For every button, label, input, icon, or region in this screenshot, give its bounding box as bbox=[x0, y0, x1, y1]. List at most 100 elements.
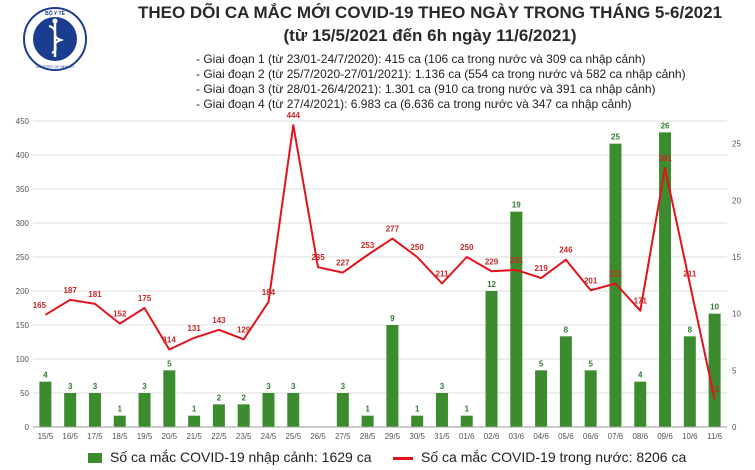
imported-cases-bar bbox=[460, 415, 473, 427]
imported-cases-bar bbox=[659, 132, 672, 428]
line-value-label: 211 bbox=[683, 270, 696, 279]
line-value-label: 152 bbox=[113, 310, 127, 319]
imported-cases-bar bbox=[287, 393, 300, 427]
imported-cases-bar bbox=[634, 381, 647, 427]
imported-cases-bar bbox=[138, 393, 151, 427]
phase-2-summary: - Giai đoạn 2 (từ 25/7/2020-27/01/2021):… bbox=[196, 67, 686, 81]
y-left-tick-label: 450 bbox=[16, 117, 30, 126]
x-tick-label: 11/6 bbox=[707, 432, 723, 441]
imported-cases-bar bbox=[510, 211, 523, 427]
bar-value-label: 1 bbox=[118, 405, 123, 414]
bar-value-label: 1 bbox=[465, 405, 470, 414]
x-tick-label: 30/5 bbox=[409, 432, 425, 441]
svg-text:BỘ Y TẾ: BỘ Y TẾ bbox=[45, 9, 65, 17]
bar-value-label: 3 bbox=[93, 382, 98, 391]
bar-value-label: 3 bbox=[266, 382, 271, 391]
line-value-label: 129 bbox=[237, 325, 251, 334]
line-value-label: 235 bbox=[311, 253, 325, 262]
legend-imported-cases: Số ca mắc COVID-19 nhập cảnh: 1629 ca bbox=[88, 449, 371, 465]
bar-value-label: 4 bbox=[43, 371, 48, 380]
line-value-label: 250 bbox=[460, 243, 474, 252]
line-value-label: 201 bbox=[584, 276, 598, 285]
chart-title: THEO DÕI CA MẮC MỚI COVID-19 THEO NGÀY T… bbox=[137, 3, 723, 22]
imported-cases-bar bbox=[683, 336, 696, 427]
line-value-label: 246 bbox=[559, 246, 573, 255]
imported-cases-bar bbox=[485, 291, 498, 427]
x-tick-label: 28/5 bbox=[360, 432, 376, 441]
x-tick-label: 04/6 bbox=[533, 432, 549, 441]
y-right-tick-label: 20 bbox=[732, 196, 741, 205]
x-tick-label: 31/5 bbox=[434, 432, 450, 441]
imported-cases-bar bbox=[435, 393, 448, 427]
imported-cases-bar bbox=[64, 393, 77, 427]
phase-summary-list: - Giai đoạn 1 (từ 23/01-24/7/2020): 415 … bbox=[196, 52, 686, 112]
x-tick-label: 27/5 bbox=[335, 432, 351, 441]
y-left-tick-label: 400 bbox=[16, 151, 30, 160]
x-tick-label: 22/5 bbox=[211, 432, 227, 441]
line-value-label: 114 bbox=[163, 335, 176, 344]
line-value-label: 381 bbox=[658, 154, 672, 163]
phase-4-summary: - Giai đoạn 4 (từ 27/4/2021): 6.983 ca (… bbox=[196, 97, 632, 111]
bar-value-label: 3 bbox=[142, 382, 147, 391]
imported-cases-bar bbox=[113, 415, 126, 427]
line-value-label: 143 bbox=[212, 316, 226, 325]
y-right-tick-label: 15 bbox=[732, 253, 741, 262]
x-tick-label: 09/6 bbox=[657, 432, 673, 441]
ministry-of-health-logo: BỘ Y TẾ MINISTRY OF HEALTH bbox=[23, 7, 87, 71]
x-tick-label: 20/5 bbox=[162, 432, 178, 441]
x-tick-label: 15/5 bbox=[38, 432, 54, 441]
bar-value-label: 19 bbox=[512, 201, 521, 210]
bar-value-label: 1 bbox=[365, 405, 370, 414]
x-tick-label: 01/6 bbox=[459, 432, 475, 441]
y-left-tick-label: 100 bbox=[16, 355, 30, 364]
line-value-label: 253 bbox=[361, 241, 375, 250]
x-tick-label: 16/5 bbox=[62, 432, 78, 441]
y-left-tick-label: 200 bbox=[16, 287, 30, 296]
line-value-label: 131 bbox=[187, 324, 201, 333]
bar-value-label: 8 bbox=[564, 325, 569, 334]
y-left-tick-label: 150 bbox=[16, 321, 30, 330]
line-value-label: 229 bbox=[485, 257, 499, 266]
x-tick-label: 17/5 bbox=[87, 432, 103, 441]
bar-value-label: 5 bbox=[167, 359, 172, 368]
line-value-label: 444 bbox=[287, 111, 301, 120]
bar-value-label: 4 bbox=[638, 371, 643, 380]
imported-cases-bar bbox=[535, 370, 548, 427]
svg-text:MINISTRY OF HEALTH: MINISTRY OF HEALTH bbox=[36, 65, 74, 69]
y-left-tick-label: 50 bbox=[20, 389, 29, 398]
line-value-label: 184 bbox=[262, 288, 276, 297]
y-right-tick-label: 25 bbox=[732, 140, 741, 149]
x-tick-label: 08/6 bbox=[632, 432, 648, 441]
legend-imported-label: Số ca mắc COVID-19 nhập cảnh: 1629 ca bbox=[110, 449, 372, 465]
bar-value-label: 3 bbox=[341, 382, 346, 391]
imported-cases-bar bbox=[386, 325, 399, 427]
imported-cases-bar bbox=[609, 143, 622, 427]
imported-cases-bar bbox=[559, 336, 572, 427]
y-left-tick-label: 250 bbox=[16, 253, 30, 262]
y-left-tick-label: 350 bbox=[16, 185, 30, 194]
imported-cases-bar bbox=[336, 393, 349, 427]
imported-cases-bar bbox=[237, 404, 250, 427]
bar-value-label: 10 bbox=[710, 303, 719, 312]
x-tick-label: 03/6 bbox=[509, 432, 525, 441]
line-value-label: 231 bbox=[510, 256, 524, 265]
line-value-label: 227 bbox=[336, 259, 350, 268]
y-left-tick-label: 0 bbox=[25, 423, 30, 432]
y-right-tick-label: 10 bbox=[732, 310, 741, 319]
line-value-label: 277 bbox=[386, 225, 400, 234]
x-tick-label: 07/6 bbox=[608, 432, 624, 441]
line-value-label: 181 bbox=[88, 290, 102, 299]
imported-cases-bar bbox=[361, 415, 374, 427]
imported-cases-bar bbox=[212, 404, 225, 427]
phase-1-summary: - Giai đoạn 1 (từ 23/01-24/7/2020): 415 … bbox=[196, 52, 646, 66]
bar-value-label: 3 bbox=[440, 382, 445, 391]
line-value-label: 219 bbox=[534, 264, 548, 273]
imported-cases-bar bbox=[188, 415, 201, 427]
y-right-tick-label: 5 bbox=[732, 366, 737, 375]
x-tick-label: 21/5 bbox=[186, 432, 202, 441]
legend-bar-swatch bbox=[88, 453, 102, 464]
x-tick-label: 25/5 bbox=[285, 432, 301, 441]
y-left-tick-label: 300 bbox=[16, 219, 30, 228]
line-value-label: 187 bbox=[63, 286, 77, 295]
imported-cases-bar bbox=[163, 370, 176, 427]
